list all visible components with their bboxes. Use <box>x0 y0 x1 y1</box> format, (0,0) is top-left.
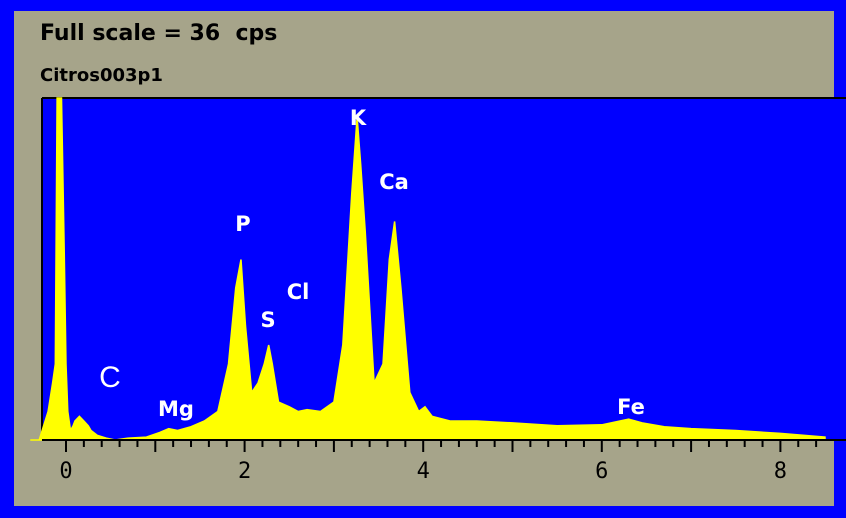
x-tick-label: 8 <box>774 459 787 484</box>
plot-area <box>42 98 846 440</box>
spectrum-trace <box>30 97 826 441</box>
peak-labels: K Ca P Cl S C Mg Fe <box>99 106 645 421</box>
peak-label-mg: Mg <box>158 397 194 421</box>
peak-label-cl: Cl <box>287 280 310 304</box>
peak-label-fe: Fe <box>617 395 645 419</box>
peak-label-k: K <box>350 106 367 130</box>
peak-label-p: P <box>235 212 250 236</box>
x-tick-label: 6 <box>595 459 608 484</box>
full-scale-label: Full scale = 36 cps <box>40 21 278 46</box>
peak-label-c: C <box>99 361 121 394</box>
peak-label-s: S <box>260 308 275 332</box>
peak-label-ca: Ca <box>379 170 409 194</box>
x-axis: 0 2 4 6 8 <box>59 440 818 484</box>
spectrum-name-label: Citros003p1 <box>40 65 163 86</box>
x-tick-label: 0 <box>59 459 72 484</box>
x-tick-label: 4 <box>417 459 430 484</box>
x-tick-label: 2 <box>238 459 251 484</box>
